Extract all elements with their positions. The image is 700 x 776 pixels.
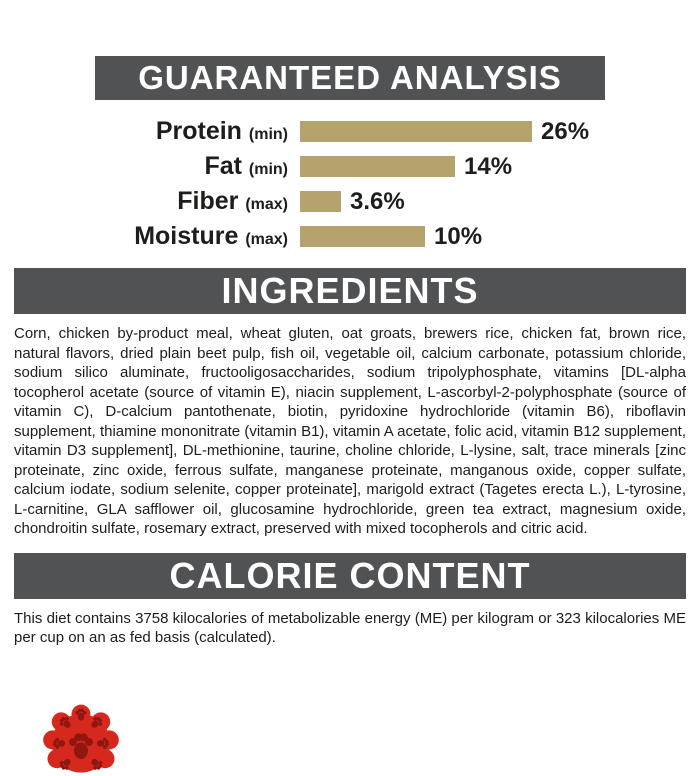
nutrient-label: Fat (min) — [0, 152, 288, 181]
nutrient-name: Fiber — [177, 187, 246, 215]
nutrient-bar — [300, 191, 341, 212]
chart-row: Moisture (max) 10% — [0, 219, 700, 254]
guaranteed-analysis-header: GUARANTEED ANALYSIS — [95, 56, 605, 100]
guaranteed-analysis-chart: Protein (min) 26% Fat (min) 14% Fiber (max) 3… — [0, 114, 700, 254]
guaranteed-analysis-title: GUARANTEED ANALYSIS — [138, 59, 562, 96]
ingredients-text: Corn, chicken by-product meal, wheat glu… — [14, 325, 686, 537]
ingredients-title: INGREDIENTS — [221, 270, 479, 311]
chart-row: Protein (min) 26% — [0, 114, 700, 149]
nutrient-label: Fiber (max) — [0, 187, 288, 216]
nutrient-qualifier: (max) — [245, 231, 288, 248]
nutrient-value: 26% — [541, 117, 590, 145]
nutrient-name: Protein — [155, 117, 249, 145]
nutrient-label: Moisture (max) — [0, 222, 288, 251]
bar-area: 3.6% — [300, 188, 405, 216]
chart-row: Fiber (max) 3.6% — [0, 184, 700, 219]
nutrient-label: Protein (min) — [0, 117, 288, 146]
chart-row: Fat (min) 14% — [0, 149, 700, 184]
nutrient-name: Moisture — [134, 222, 246, 250]
nutrient-bar — [300, 226, 425, 247]
ingredients-header: INGREDIENTS — [14, 268, 686, 314]
nutrient-value: 10% — [434, 222, 483, 250]
bar-area: 10% — [300, 223, 482, 251]
paw-crest-icon — [43, 704, 119, 773]
nutrient-value: 3.6% — [350, 187, 405, 215]
nutrient-qualifier: (min) — [248, 161, 288, 178]
nutrient-qualifier: (max) — [245, 196, 288, 213]
calorie-content-text: This diet contains 3758 kilocalories of … — [14, 609, 686, 647]
royal-canin-logo — [38, 690, 124, 776]
calorie-content-title: CALORIE CONTENT — [169, 554, 531, 596]
nutrient-value: 14% — [464, 152, 513, 180]
nutrient-qualifier: (min) — [248, 126, 288, 143]
nutrient-name: Fat — [204, 152, 249, 180]
nutrient-bar — [300, 121, 532, 142]
calorie-content-header: CALORIE CONTENT — [14, 552, 686, 599]
bar-area: 26% — [300, 118, 589, 146]
nutrient-bar — [300, 156, 455, 177]
bar-area: 14% — [300, 153, 512, 181]
